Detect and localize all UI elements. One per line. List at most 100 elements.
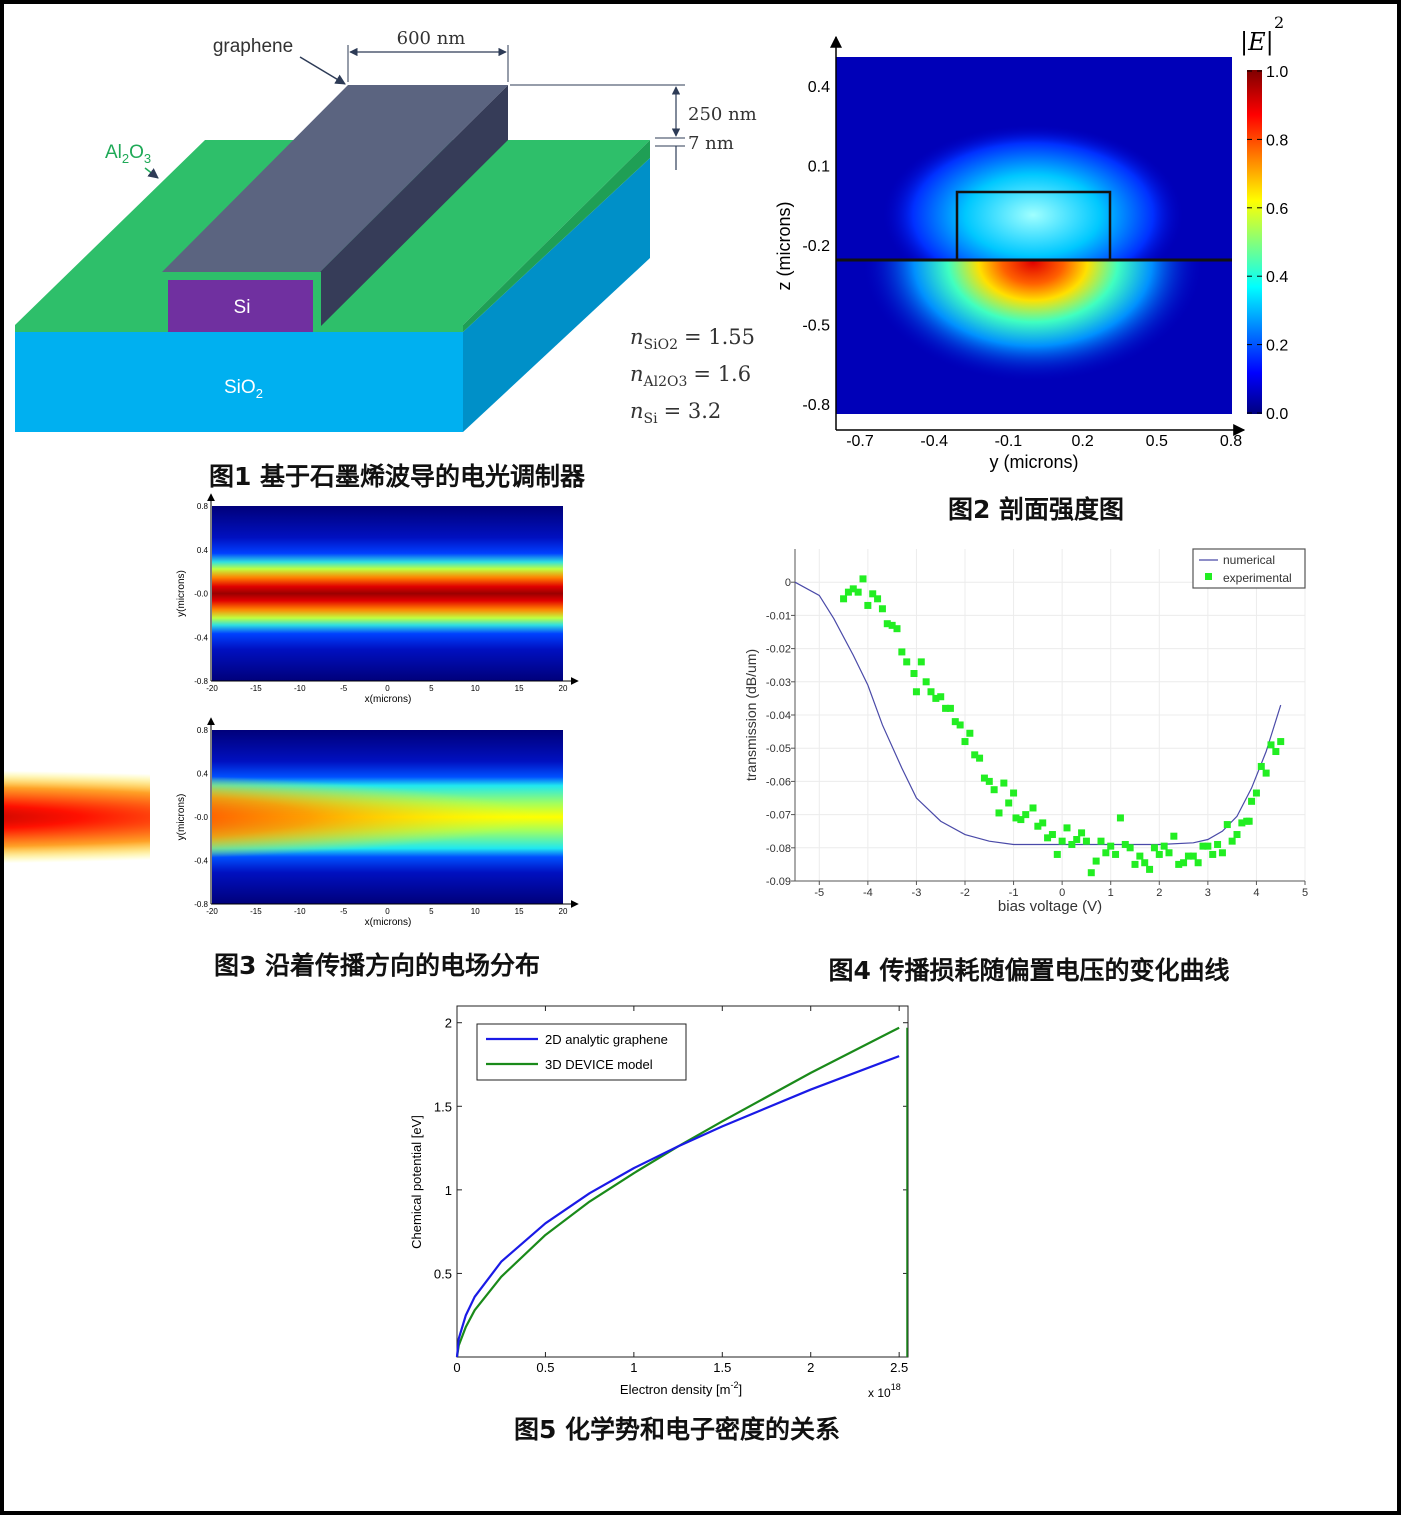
fig5-series-line: [455, 1026, 900, 1358]
fig3-axis-labels: 0.80.4-0.0-0.4-0.8-20 -15 -10 -5 0 5 10 15 20x(m…: [176, 493, 579, 928]
thickness-label: 7 nm: [688, 133, 734, 154]
fig3-bottom-ytick-label: 0.8: [197, 726, 209, 735]
figure3-caption: 图3 沿着传播方向的电场分布: [213, 951, 541, 980]
fig4-experimental-point: [864, 601, 872, 609]
fig3-top-xtick-label: -20: [206, 684, 218, 693]
fig4-experimental-point: [1044, 834, 1052, 842]
fig4-experimental-point: [1141, 859, 1149, 867]
fig4-experimental-point: [874, 595, 882, 603]
fig4-ytick-label: -0.02: [766, 644, 791, 656]
fig4-experimental-point: [1107, 842, 1115, 850]
fig4-experimental-point: [1267, 741, 1275, 749]
fig4-experimental-point: [980, 774, 988, 782]
fig4-experimental-point: [1238, 819, 1246, 827]
fig2-xtick-label: -0.7: [846, 433, 874, 450]
fig4-experimental-point: [844, 588, 852, 596]
fig4-xtick-label: -3: [912, 887, 922, 899]
figure-canvas: Si SiO2 Al2O3 graphene 600 nm 250 nm 7 n…: [4, 13, 1308, 1400]
fig5-xlabel: Electron density [m-2]: [620, 1380, 742, 1397]
fig2-xlabel: y (microns): [990, 452, 1079, 472]
fig4-experimental-point: [1087, 869, 1095, 877]
fig4-experimental-point: [917, 658, 925, 666]
fig4-experimental-point: [1029, 804, 1037, 812]
fig5-legend-label: 3D DEVICE model: [545, 1057, 653, 1072]
fig4-experimental-point: [1160, 842, 1168, 850]
fig4-experimental-point: [1121, 840, 1129, 848]
fig4-experimental-point: [1277, 738, 1285, 746]
fig3-top-xtick-label: -5: [340, 684, 348, 693]
fig4-experimental-point: [1175, 860, 1183, 868]
fig3-bottom-xtick-label: 10: [471, 907, 480, 916]
fig4-experimental-point: [1184, 852, 1192, 860]
fig4-experimental-point: [1005, 799, 1013, 807]
fig4-xtick-label: 1: [1108, 887, 1114, 899]
fig4-experimental-point: [1252, 789, 1260, 797]
fig5-plot-frame: [456, 1005, 909, 1358]
fig3-top-heatmap: [212, 506, 563, 681]
fig2-ytick-label: 0.4: [808, 79, 830, 96]
fig4-experimental-point: [1189, 852, 1197, 860]
width-label: 600 nm: [397, 28, 466, 49]
fig2-xtick-label: -0.1: [995, 433, 1023, 450]
fig5-xtick-label: 0.5: [536, 1360, 554, 1375]
fig4-experimental-point: [1078, 829, 1086, 837]
colorbar-exponent: 2: [1274, 13, 1284, 32]
fig4-experimental-point: [932, 694, 940, 702]
fig3-top-xtick-label: 20: [559, 684, 568, 693]
fig4-experimental-point: [1204, 842, 1212, 850]
fig3-top-xtick-label: 15: [515, 684, 524, 693]
fig4-experimental-point: [893, 625, 901, 633]
fig2-ylabel: z (microns): [774, 202, 794, 291]
figure2-cross-section-intensity: |E| 2 0.40.1-0.2-0.5-0.8-0.7 -0.4 -0.1 0.2 0…: [774, 13, 1288, 472]
fig4-experimental-point: [961, 738, 969, 746]
fig4-experimental-point: [1194, 859, 1202, 867]
fig4-experimental-point: [1097, 837, 1105, 845]
fig3-top-xtick-label: 10: [471, 684, 480, 693]
fig3-bottom-xtick-label: -20: [206, 907, 218, 916]
figure2-caption: 图2 剖面强度图: [947, 495, 1125, 524]
fig4-experimental-point: [1228, 837, 1236, 845]
fig4-experimental-point: [927, 688, 935, 696]
fig3-bottom-xtick-label: -5: [340, 907, 348, 916]
colorbar-tick-label: 1.0: [1266, 64, 1288, 81]
fig4-experimental-point: [883, 620, 891, 628]
fig3-bottom-xtick-label: -15: [250, 907, 262, 916]
fig5-x-multiplier: x 1018: [868, 1382, 901, 1400]
fig4-experimental-point: [849, 585, 857, 593]
fig4-experimental-point: [1180, 859, 1188, 867]
fig5-xtick-label: 1.5: [713, 1360, 731, 1375]
figure4-loss-vs-bias: -5 -4 -3 -2 -1 0 1 2 3 4 5 0 -0.01 -0.02 -0.03 -0.04 -0.…: [743, 548, 1308, 915]
fig4-experimental-point: [1223, 821, 1231, 829]
fig3-top-xtick-label: 0: [385, 684, 390, 693]
fig5-ytick-label: 0.5: [434, 1266, 452, 1281]
colorbar-tick-label: 0.0: [1266, 406, 1288, 423]
fig4-experimental-point: [976, 754, 984, 762]
fig3-bottom-ytick-label: -0.4: [194, 857, 208, 866]
fig4-experimental-point: [1034, 822, 1042, 830]
fig4-xtick-label: 0: [1059, 887, 1065, 899]
si-label: Si: [234, 297, 251, 318]
fig4-ytick-label: 0: [785, 577, 791, 589]
fig4-experimental-point: [1272, 748, 1280, 756]
fig2-xtick-label: 0.2: [1071, 433, 1093, 450]
fig3-bottom-left-mask: [150, 720, 212, 920]
fig3-top-ytick-label: 0.4: [197, 546, 209, 555]
fig4-xtick-label: 4: [1253, 887, 1259, 899]
fig4-experimental-point: [840, 595, 848, 603]
fig3-bottom-xtick-label: 15: [515, 907, 524, 916]
fig4-ytick-label: -0.06: [766, 776, 791, 788]
fig4-experimental-point: [1131, 860, 1139, 868]
fig3-bottom-ylabel: y(microns): [176, 794, 187, 841]
fig4-experimental-point: [1063, 824, 1071, 832]
figure5-chemical-potential: 0 0.5 1 1.5 2 2.5 0.5 1 1.5 2 Electron density [m-…: [409, 1005, 909, 1400]
fig4-experimental-point: [1218, 849, 1226, 857]
fig4-experimental-point: [1150, 844, 1158, 852]
fig4-experimental-point: [1017, 816, 1025, 824]
fig2-ytick-label: -0.2: [802, 238, 830, 255]
colorbar-title: |E|: [1240, 28, 1274, 57]
fig4-experimental-point: [1233, 831, 1241, 839]
fig4-experimental-point: [1082, 837, 1090, 845]
fig4-legend-experimental: experimental: [1223, 571, 1292, 585]
fig4-experimental-point: [1170, 832, 1178, 840]
fig2-ytick-label: 0.1: [808, 159, 830, 176]
